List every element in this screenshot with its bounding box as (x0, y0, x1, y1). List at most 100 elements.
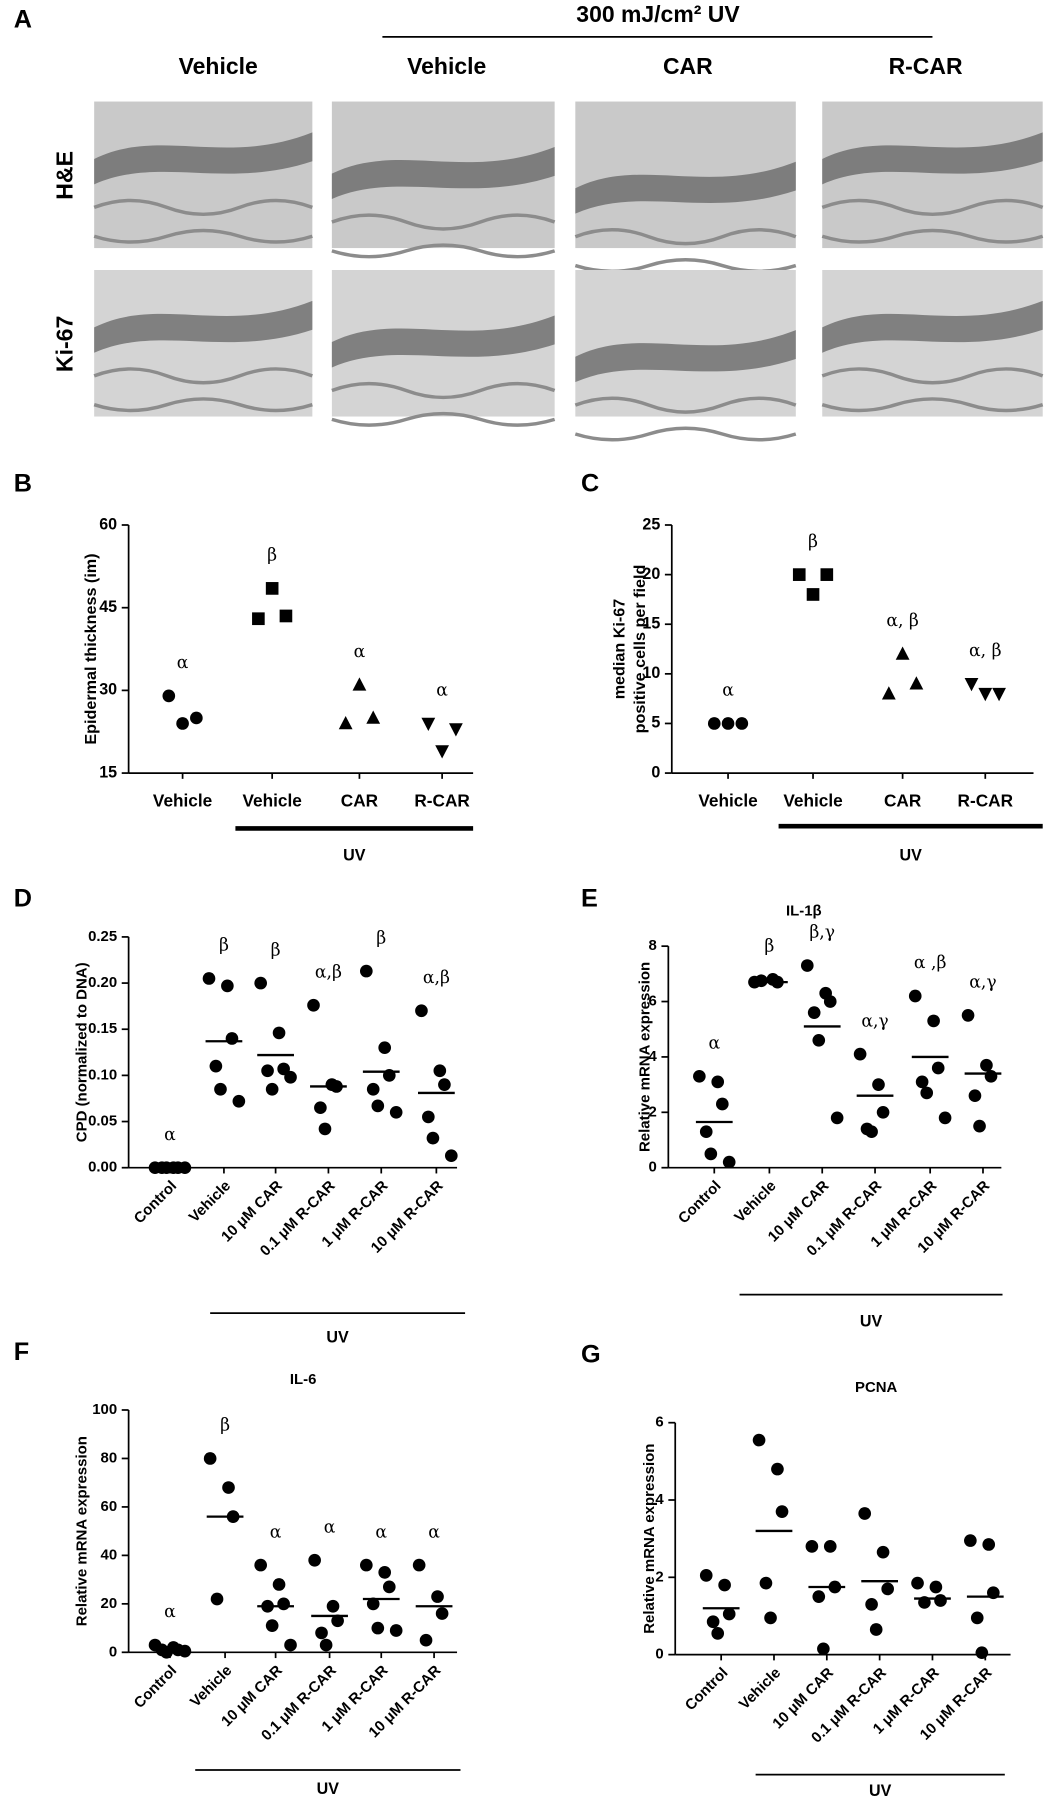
tissue-texture (93, 198, 313, 244)
panel-label: F (14, 1338, 29, 1366)
y-tick-label: 0.20 (88, 974, 117, 991)
significance-label: α (164, 1602, 176, 1622)
data-point (389, 1624, 403, 1637)
data-point (338, 715, 353, 730)
y-tick-label: 0.00 (88, 1159, 117, 1176)
significance-label: β (808, 532, 818, 552)
data-point (820, 568, 834, 581)
data-point (272, 1578, 286, 1591)
data-point (265, 1619, 279, 1632)
data-point (272, 1026, 286, 1040)
x-tick-label: Control (131, 1177, 180, 1227)
significance-label: β,γ (809, 923, 835, 943)
data-point (968, 1089, 982, 1103)
y-tick-label: 2 (649, 1103, 657, 1120)
significance-label: β (764, 937, 774, 957)
data-point (865, 1125, 878, 1139)
x-tick-label: CAR (884, 790, 922, 810)
y-axis-label: CPD (normalized to DNA) (74, 962, 91, 1142)
significance-label: α (722, 681, 734, 701)
data-point (435, 745, 450, 759)
y-tick-label: 20 (642, 565, 660, 583)
data-point (438, 1078, 451, 1091)
data-point (314, 1101, 327, 1115)
tissue-band (575, 330, 796, 383)
data-point (908, 989, 922, 1003)
y-axis-label: Relative mRNA expression (636, 962, 653, 1152)
data-point (431, 1590, 444, 1603)
significance-label: α (354, 642, 366, 662)
data-point (911, 1576, 924, 1590)
data-point (319, 1638, 333, 1652)
y-axis-label: positive cells per field (631, 565, 649, 734)
data-point (254, 976, 267, 990)
y-tick-label: 6 (655, 1414, 663, 1431)
micrograph (94, 270, 313, 417)
significance-label: α,β (315, 962, 342, 982)
x-tick-label: R-CAR (414, 790, 470, 810)
significance-label: α (270, 1522, 282, 1542)
tissue-texture (331, 213, 556, 259)
data-point (973, 1119, 986, 1133)
panel-label: C (581, 469, 599, 497)
data-point (876, 1545, 890, 1559)
data-point (706, 1615, 720, 1629)
data-point (444, 1149, 458, 1163)
data-point (279, 609, 293, 623)
tissue-band (331, 315, 555, 368)
data-point (718, 1578, 731, 1592)
y-tick-label: 60 (99, 515, 117, 533)
tissue-band (94, 300, 313, 353)
x-tick-label: Control (682, 1664, 731, 1714)
data-point (433, 1064, 447, 1078)
data-point (915, 1075, 929, 1089)
data-point (421, 717, 436, 731)
data-point (371, 1621, 385, 1635)
data-point (792, 568, 806, 581)
significance-label: β (220, 1416, 230, 1436)
data-point (980, 1058, 993, 1072)
x-tick-label: Vehicle (153, 790, 212, 810)
y-tick-label: 0 (651, 763, 660, 781)
significance-label: α (708, 1033, 720, 1053)
significance-label: α (324, 1517, 336, 1537)
group-label: UV (860, 1313, 883, 1331)
x-tick-label: Vehicle (186, 1177, 234, 1226)
data-point (419, 1633, 433, 1647)
data-point (869, 1623, 883, 1636)
y-tick-label: 15 (642, 614, 660, 632)
tissue-texture (574, 396, 797, 442)
data-point (920, 1086, 934, 1100)
y-axis-label: Epidermal thickness (im) (82, 553, 100, 744)
group-label: UV (317, 1780, 340, 1798)
significance-label: β (271, 940, 281, 960)
group-label: UV (343, 846, 366, 864)
micrograph (94, 101, 313, 249)
significance-label: α,γ (969, 973, 996, 993)
data-point (805, 1540, 819, 1553)
data-point (415, 1004, 428, 1018)
y-tick-label: 10 (642, 664, 660, 682)
data-point (261, 1064, 274, 1078)
group-label: UV (326, 1329, 349, 1347)
y-tick-label: 0.15 (88, 1020, 117, 1037)
significance-label: α (164, 1125, 176, 1145)
data-point (711, 1627, 725, 1640)
data-point (978, 687, 993, 702)
data-point (853, 1047, 867, 1061)
y-tick-label: 60 (101, 1498, 118, 1515)
group-label: UV (899, 846, 922, 864)
data-point (449, 723, 463, 737)
panel-label: G (581, 1340, 601, 1368)
x-tick-label: Control (675, 1177, 724, 1227)
data-point (265, 1082, 279, 1096)
y-tick-label: 20 (101, 1595, 118, 1612)
data-point (812, 1033, 826, 1047)
data-point (771, 1462, 784, 1476)
tissue-band (822, 300, 1043, 353)
data-point (964, 1534, 977, 1547)
data-point (360, 964, 373, 978)
tissue-band (94, 132, 313, 185)
data-point (214, 1082, 227, 1096)
significance-label: α,γ (861, 1011, 888, 1031)
